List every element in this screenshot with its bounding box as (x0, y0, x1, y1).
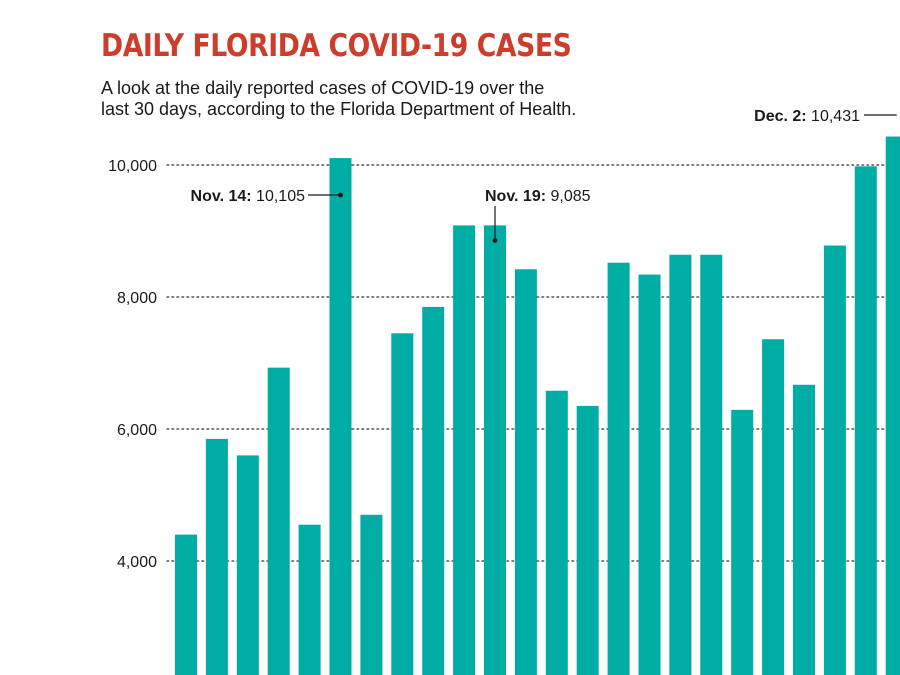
annotation-value: 10,105 (252, 188, 305, 205)
bar (205, 438, 228, 675)
bar (762, 339, 785, 675)
bar (329, 158, 352, 675)
y-tick-label: 6,000 (117, 422, 157, 439)
annotation-dot (492, 237, 498, 243)
y-tick-label: 8,000 (117, 290, 157, 307)
annotation-label: Nov. 14: 10,105 (191, 188, 306, 205)
bar (391, 333, 414, 675)
y-tick-label: 4,000 (117, 554, 157, 571)
annotation-date: Dec. 2: (754, 108, 806, 125)
bar (576, 405, 599, 675)
bar (823, 245, 846, 675)
annotation-label: Nov. 19: 9,085 (485, 188, 591, 205)
chart-subtitle: A look at the daily reported cases of CO… (101, 78, 576, 120)
y-tick-label: 10,000 (108, 158, 157, 175)
bar (360, 514, 383, 675)
bar (514, 269, 537, 675)
bar (885, 136, 900, 675)
bar (607, 262, 630, 675)
bar (854, 166, 877, 675)
bar (453, 225, 476, 675)
annotation-dot (338, 192, 343, 198)
annotation-value: 10,431 (807, 108, 860, 125)
subtitle-line-1: A look at the daily reported cases of CO… (101, 78, 545, 98)
annotation-value: 9,085 (546, 188, 591, 205)
bar (545, 390, 568, 675)
bar (793, 384, 815, 675)
bar (267, 367, 290, 675)
bar (700, 254, 723, 675)
annotation-label: Dec. 2: 10,431 (754, 108, 860, 125)
subtitle-line-2: last 30 days, according to the Florida D… (101, 99, 577, 119)
bar (422, 306, 445, 675)
bar (236, 455, 259, 675)
bar (669, 254, 692, 675)
annotation-date: Nov. 14: (191, 188, 252, 205)
bar (484, 225, 506, 675)
bar (175, 534, 197, 675)
annotation-date: Nov. 19: (485, 188, 546, 205)
bar (731, 409, 754, 675)
bar (298, 524, 321, 675)
chart-title: DAILY FLORIDA COVID-19 CASES (101, 28, 572, 64)
bar (638, 274, 661, 675)
